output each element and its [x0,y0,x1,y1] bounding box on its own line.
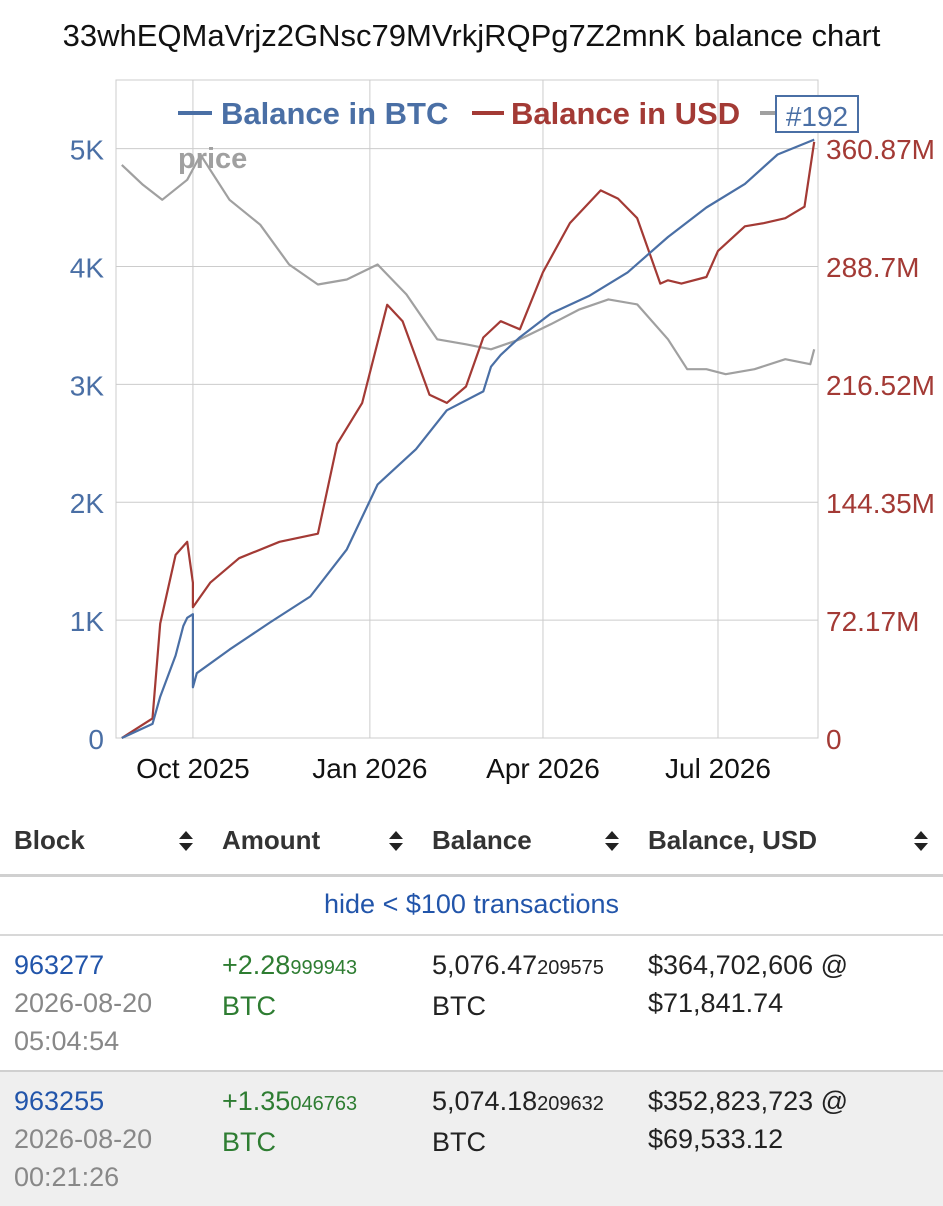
highlight-marker-label: #192 [786,101,848,132]
balance-small-digits: 209575 [537,957,604,979]
legend-usd-label: Balance in USD [511,96,740,131]
usd-value: $364,702,606 @ [648,950,849,980]
amount-small-digits: 999943 [290,957,358,979]
balance-main: 5,076.47 [432,950,538,980]
chart-grid [115,79,819,739]
x-tick-label: Jan 2026 [312,753,427,784]
amount-unit: BTC [222,1127,276,1157]
x-tick-label: Jul 2026 [665,753,771,784]
right-tick-label: 360.87M [826,134,935,165]
x-tick-label: Apr 2026 [486,753,600,784]
left-axis-ticks: 0 1K 2K 3K 4K 5K [70,135,105,755]
right-tick-label: 72.17M [826,606,919,637]
header-amount[interactable]: Amount [208,805,418,877]
sort-icon[interactable] [913,830,929,852]
right-axis-ticks: 0 72.17M 144.35M 216.52M 288.7M 360.87M [826,134,935,755]
usd-price: $71,841.74 [648,988,784,1018]
block-link[interactable]: 963277 [14,950,105,980]
table-row: 963277 2026-08-20 05:04:54 +2.28999943 B… [0,935,943,1072]
chart-title: 33whEQMaVrjz2GNsc79MVrkjRQPg7Z2mnK balan… [62,18,881,53]
header-balance[interactable]: Balance [418,805,634,877]
sort-icon[interactable] [604,830,620,852]
left-tick-label: 5K [70,135,105,166]
table-row: 963255 2026-08-20 00:21:26 +1.35046763 B… [0,1071,943,1206]
series-line-balance-in-btc [121,138,815,739]
block-link[interactable]: 963255 [14,1086,105,1116]
balance-main: 5,074.18 [432,1086,538,1116]
balance-unit: BTC [432,1127,486,1157]
x-tick-label: Oct 2025 [136,753,250,784]
amount-main: +2.28 [222,950,291,980]
header-balance-usd[interactable]: Balance, USD [634,805,943,877]
right-tick-label: 288.7M [826,252,919,283]
chart-legend: Balance in BTC Balance in USD price #192 [178,95,859,175]
tx-time: 05:04:54 [14,1026,120,1056]
right-tick-label: 144.35M [826,488,935,519]
left-tick-label: 4K [70,252,105,283]
balance-chart: 0 1K 2K 3K 4K 5K 0 72.17M 144.35M 216.52M 288.7M 3… [70,79,935,784]
legend-price-label: price [178,143,247,175]
left-tick-label: 1K [70,606,105,637]
balance-small-digits: 209632 [537,1093,604,1115]
plot-frame [115,79,819,739]
right-tick-label: 0 [826,724,842,755]
highlight-marker-box [775,95,859,133]
x-axis-ticks: Oct 2025 Jan 2026 Apr 2026 Jul 2026 [136,753,771,784]
hide-small-transactions-link[interactable]: hide < $100 transactions [324,889,619,919]
left-tick-label: 3K [70,370,105,401]
sort-icon[interactable] [388,830,404,852]
usd-price: $69,533.12 [648,1124,784,1154]
balance-unit: BTC [432,991,486,1021]
sort-icon[interactable] [178,830,194,852]
left-tick-label: 0 [88,724,104,755]
tx-date: 2026-08-20 [14,1124,153,1154]
amount-unit: BTC [222,991,276,1021]
usd-value: $352,823,723 @ [648,1086,849,1116]
header-block[interactable]: Block [0,805,208,877]
amount-main: +1.35 [222,1086,291,1116]
amount-small-digits: 046763 [290,1093,358,1115]
series-lines [121,138,816,739]
tx-time: 00:21:26 [14,1162,120,1192]
transactions-table: Block Amount Balance Balance, USD hide <… [0,805,943,1206]
right-tick-label: 216.52M [826,370,935,401]
left-tick-label: 2K [70,488,105,519]
tx-date: 2026-08-20 [14,988,153,1018]
series-line-balance-in-usd [121,141,816,739]
legend-btc-label: Balance in BTC [221,96,448,131]
series-line-price [121,153,816,376]
